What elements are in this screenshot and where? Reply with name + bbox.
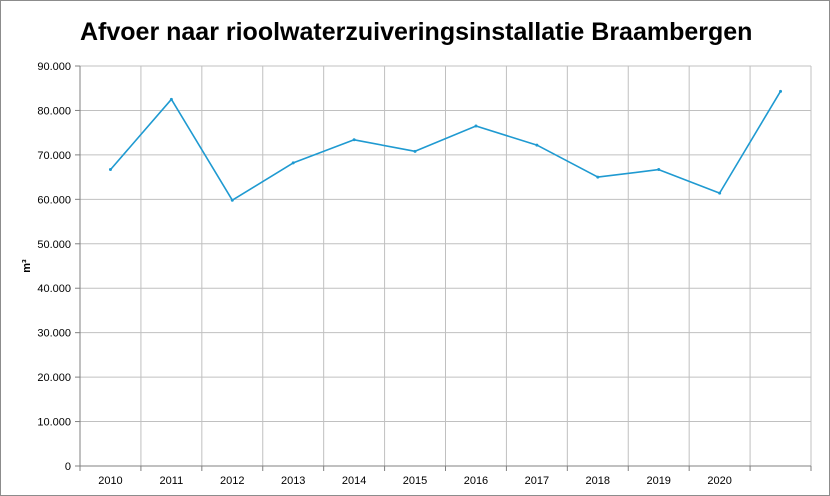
data-point [291, 161, 295, 165]
x-tick-label: 2020 [707, 475, 731, 487]
axes [75, 65, 812, 471]
chart-title: Afvoer naar rioolwaterzuiveringsinstalla… [80, 18, 753, 46]
x-tick-label: 2019 [646, 475, 670, 487]
series-line [109, 90, 782, 201]
y-tick-label: 20.000 [37, 372, 71, 384]
y-axis-tick-labels: 0 10.000 20.000 30.000 40.000 50.000 60.000 70.… [37, 61, 71, 473]
y-tick-label: 40.000 [37, 283, 71, 295]
x-tick-label: 2016 [464, 475, 488, 487]
y-tick-label: 50.000 [37, 239, 71, 251]
y-tick-label: 80.000 [37, 105, 71, 117]
x-tick-label: 2012 [220, 475, 244, 487]
data-point [474, 124, 478, 128]
y-tick-label: 0 [65, 461, 71, 473]
data-point [779, 89, 783, 93]
data-point [352, 138, 356, 142]
data-point [230, 198, 234, 202]
y-tick-label: 30.000 [37, 328, 71, 340]
gridlines [80, 65, 812, 466]
x-axis-tick-labels: 2010 2011 2012 2013 2014 2015 2016 2017 2018 2019… [98, 475, 732, 487]
x-tick-label: 2011 [160, 475, 184, 487]
y-tick-label: 10.000 [37, 417, 71, 429]
data-point [169, 97, 173, 101]
x-tick-label: 2017 [525, 475, 549, 487]
data-point [535, 143, 539, 147]
data-point [718, 191, 722, 195]
y-tick-label: 70.000 [37, 150, 71, 162]
x-tick-label: 2013 [281, 475, 305, 487]
y-tick-label: 90.000 [37, 61, 71, 73]
y-axis-title: m³ [21, 259, 33, 273]
data-point [108, 168, 112, 172]
x-tick-label: 2018 [586, 475, 610, 487]
data-point [413, 149, 417, 153]
data-point [596, 175, 600, 179]
data-point [657, 168, 661, 172]
x-tick-label: 2014 [342, 475, 366, 487]
series-layer [108, 89, 783, 202]
x-tick-label: 2010 [98, 475, 122, 487]
y-tick-label: 60.000 [37, 194, 71, 206]
x-tick-label: 2015 [403, 475, 427, 487]
